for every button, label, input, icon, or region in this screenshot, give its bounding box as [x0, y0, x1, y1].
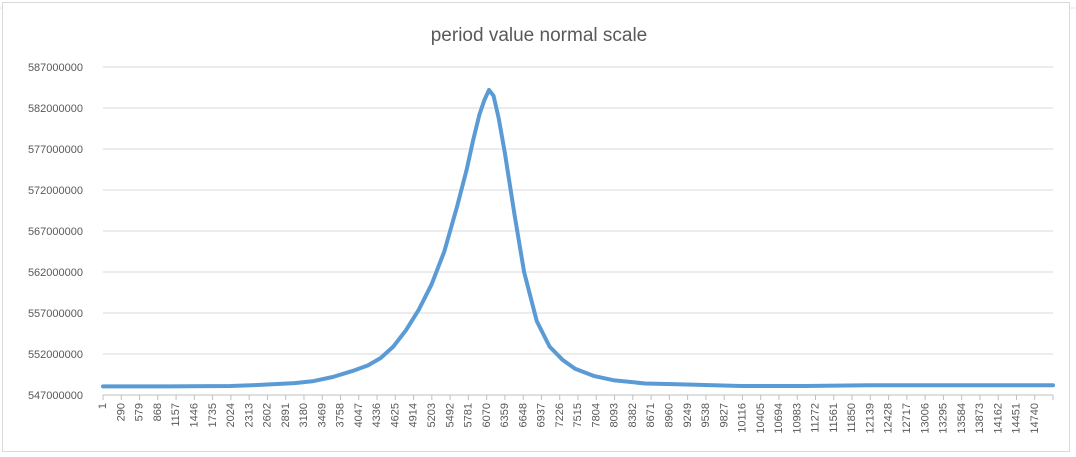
x-tick-label: 6070 — [481, 403, 493, 427]
x-tick-label: 11850 — [846, 403, 858, 433]
x-tick-label: 4047 — [353, 403, 365, 427]
x-tick-label: 5203 — [426, 403, 438, 427]
x-tick-label: 4336 — [371, 403, 383, 427]
x-tick-label: 1735 — [207, 403, 219, 427]
chart-title: period value normal scale — [431, 25, 648, 46]
x-tick-label: 14451 — [1011, 403, 1023, 434]
x-tick-label: 8960 — [663, 403, 675, 427]
x-tick-label: 1 — [97, 403, 109, 409]
y-tick-label: 567000000 — [28, 226, 83, 238]
series-line-0 — [101, 88, 1055, 389]
x-tick-label: 14740 — [1029, 403, 1041, 434]
x-tick-label: 8093 — [609, 403, 621, 427]
y-tick-label: 582000000 — [28, 103, 83, 115]
x-tick-label: 290 — [115, 403, 127, 421]
x-tick-label: 10694 — [773, 403, 785, 434]
x-tick-label: 6359 — [499, 403, 511, 427]
x-tick-label: 2602 — [262, 403, 274, 427]
x-tick-label: 3469 — [316, 403, 328, 427]
y-tick-label: 562000000 — [28, 267, 83, 279]
x-tick-label: 5492 — [444, 403, 456, 427]
x-tick-label: 10116 — [737, 403, 749, 433]
x-tick-label: 9827 — [718, 403, 730, 427]
x-tick-label: 12139 — [864, 403, 876, 434]
x-tick-label: 8382 — [627, 403, 639, 427]
series-layer — [101, 88, 1055, 389]
x-tick-label: 579 — [134, 403, 146, 421]
x-tick-label: 12428 — [883, 403, 895, 434]
x-tick-label: 11272 — [810, 403, 822, 433]
x-tick-label: 13006 — [919, 403, 931, 434]
x-tick-label: 2313 — [243, 403, 255, 427]
x-tick-label: 7804 — [590, 403, 602, 427]
x-tick-label: 13584 — [956, 403, 968, 434]
x-tick-label: 1446 — [188, 403, 200, 427]
x-tick-label: 1157 — [170, 403, 182, 427]
x-tick-label: 2891 — [280, 403, 292, 427]
x-tick-label: 7515 — [572, 403, 584, 427]
x-tick-label: 7226 — [554, 403, 566, 427]
chart-area[interactable]: period value normal scale 587000000 58200… — [2, 2, 1070, 452]
x-tick-label: 9249 — [682, 403, 694, 427]
x-tick-label: 5781 — [463, 403, 475, 427]
x-tick-label: 12717 — [901, 403, 913, 434]
line-chart: period value normal scale 587000000 58200… — [28, 25, 1055, 434]
gridlines — [103, 66, 1053, 396]
x-tick-label: 2024 — [225, 403, 237, 427]
x-tick-label: 11561 — [828, 403, 840, 433]
x-tick-label: 4914 — [408, 403, 420, 427]
x-tick-label: 14162 — [992, 403, 1004, 434]
y-tick-label: 547000000 — [28, 390, 83, 402]
x-tick-label: 4625 — [389, 403, 401, 427]
y-tick-label: 572000000 — [28, 185, 83, 197]
x-tick-label: 3180 — [298, 403, 310, 427]
y-tick-label: 557000000 — [28, 308, 83, 320]
x-tick-label: 6937 — [536, 403, 548, 427]
y-tick-label: 577000000 — [28, 144, 83, 156]
x-tick-label: 10405 — [755, 403, 767, 434]
y-axis-tick-labels: 587000000 582000000 577000000 572000000 5670… — [28, 62, 83, 402]
x-tick-label: 8671 — [645, 403, 657, 427]
x-axis: 1 290 579 868 1157 1446 1735 2024 2313 2602 2891 31… — [97, 394, 1054, 434]
x-tick-label: 13873 — [974, 403, 986, 434]
y-tick-label: 552000000 — [28, 349, 83, 361]
x-tick-label: 10983 — [791, 403, 803, 434]
x-tick-label: 9538 — [700, 403, 712, 427]
x-tick-label: 13295 — [938, 403, 950, 434]
x-tick-label: 3758 — [335, 403, 347, 427]
y-tick-label: 587000000 — [28, 62, 83, 74]
x-tick-label: 868 — [152, 403, 164, 421]
x-tick-label: 6648 — [517, 403, 529, 427]
